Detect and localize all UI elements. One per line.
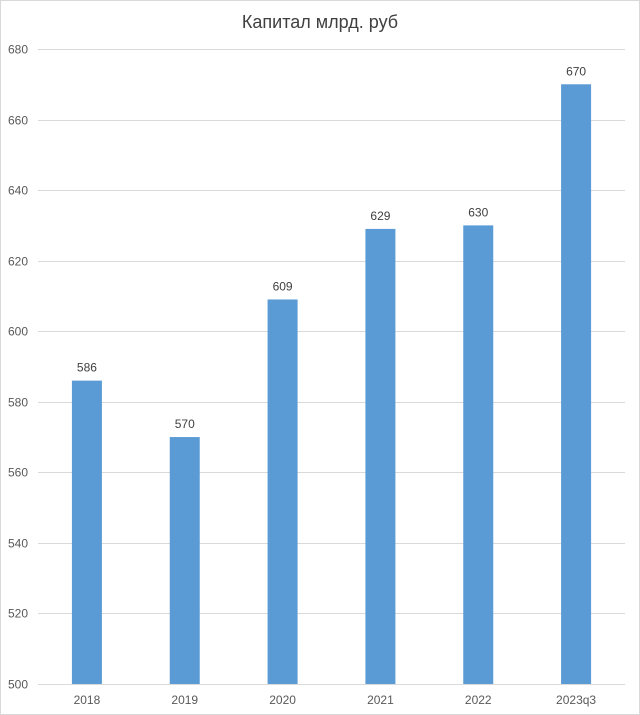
chart-title: Капитал млрд. руб <box>241 12 399 32</box>
y-tick-label: 640 <box>8 184 28 198</box>
x-tick-label-2022: 2022 <box>465 693 492 707</box>
data-label-2021: 629 <box>370 209 390 223</box>
y-tick-label: 660 <box>8 114 28 128</box>
x-tick-label-2021: 2021 <box>367 693 394 707</box>
y-tick-label: 560 <box>8 466 28 480</box>
y-tick-label: 500 <box>8 678 28 692</box>
bar-2022 <box>463 225 494 684</box>
bar-2019 <box>169 437 200 684</box>
bar-2023q3 <box>561 84 592 685</box>
data-labels: 586 570 609 629 630 670 <box>77 64 587 431</box>
x-tick-label-2020: 2020 <box>269 693 296 707</box>
y-tick-label: 580 <box>8 396 28 410</box>
bars <box>71 84 592 685</box>
x-tick-label-2018: 2018 <box>74 693 101 707</box>
x-tick-label-2019: 2019 <box>171 693 198 707</box>
y-tick-label: 520 <box>8 607 28 621</box>
data-label-2020: 609 <box>273 279 293 293</box>
data-label-2023q3: 670 <box>566 64 586 78</box>
y-axis-tick-labels: 500 520 540 560 580 600 620 640 660 680 <box>8 43 28 692</box>
y-tick-label: 600 <box>8 325 28 339</box>
gridlines <box>38 49 625 685</box>
bar-2018 <box>71 380 102 684</box>
bar-2020 <box>267 299 298 684</box>
x-axis-tick-labels: 2018 2019 2020 2021 2022 2023q3 <box>74 693 597 707</box>
bar-2021 <box>365 228 396 684</box>
y-tick-label: 540 <box>8 537 28 551</box>
y-tick-label: 680 <box>8 43 28 57</box>
data-label-2022: 630 <box>468 205 488 219</box>
y-tick-label: 620 <box>8 255 28 269</box>
data-label-2019: 570 <box>175 417 195 431</box>
x-tick-label-2023q3: 2023q3 <box>556 693 596 707</box>
data-label-2018: 586 <box>77 361 97 375</box>
